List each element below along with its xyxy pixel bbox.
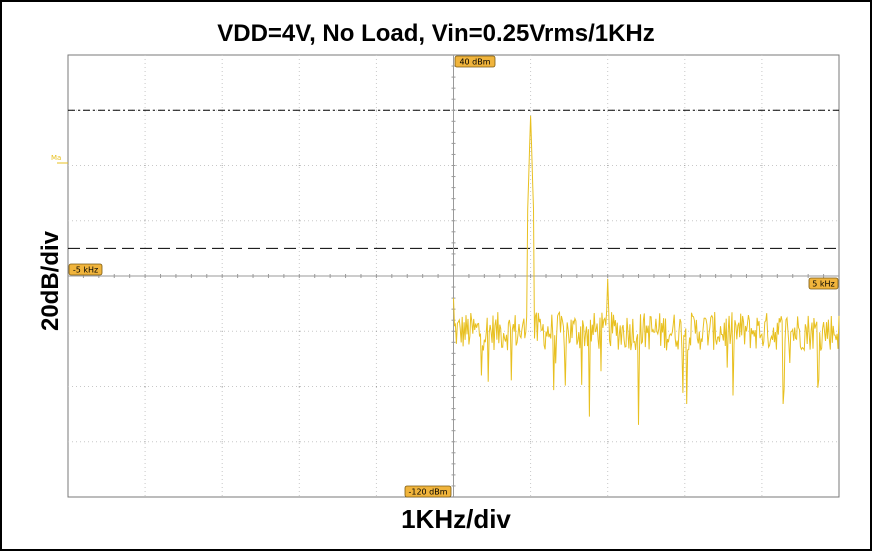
- right-freq-tag: 5 kHz: [808, 277, 839, 290]
- grid-dot: [530, 109, 532, 111]
- grid-dot: [375, 386, 377, 387]
- top-level-tag: 40 dBm: [454, 55, 496, 68]
- top-level-tag-box: [454, 55, 496, 68]
- left-freq-tag: -5 kHz: [68, 263, 103, 276]
- grid-dot: [684, 386, 686, 387]
- x-axis-label: 1KHz/div: [401, 504, 511, 534]
- grid-dot: [530, 220, 532, 222]
- grid-dot: [375, 165, 377, 166]
- left-freq-tag-text: -5 kHz: [73, 266, 98, 275]
- grid-dot: [530, 330, 532, 332]
- bottom-level-tag-text: -120 dBm: [408, 488, 447, 497]
- grid-dot: [375, 109, 377, 111]
- grid-dot: [144, 441, 146, 443]
- grid-dot: [298, 386, 300, 387]
- grid-dot: [375, 330, 377, 332]
- grid-dot: [221, 441, 223, 443]
- grid-dot: [375, 441, 377, 443]
- grid-dot: [607, 441, 609, 443]
- grid-dot: [761, 220, 763, 222]
- grid-dot: [530, 441, 532, 443]
- grid-dot: [144, 386, 146, 387]
- grid-dot: [375, 220, 377, 222]
- bottom-level-tag-box: [404, 485, 452, 498]
- grid-dot: [530, 165, 532, 166]
- grid-dot: [144, 330, 146, 332]
- grid-dot: [761, 165, 763, 166]
- grid-dot: [607, 220, 609, 222]
- grid-dot: [761, 441, 763, 443]
- grid-dot: [298, 330, 300, 332]
- grid-dot: [607, 165, 609, 166]
- grid-dot: [221, 330, 223, 332]
- grid-dot: [684, 165, 686, 166]
- grid-dot: [221, 386, 223, 387]
- grid-dot: [298, 165, 300, 166]
- grid-dot: [684, 330, 686, 332]
- right-freq-tag-text: 5 kHz: [812, 280, 834, 289]
- left-freq-tag-box: [68, 263, 103, 276]
- chart-title: VDD=4V, No Load, Vin=0.25Vrms/1KHz: [217, 20, 655, 47]
- center-axes: [68, 55, 839, 497]
- grid-dot: [144, 165, 146, 166]
- grid-dot: [530, 386, 532, 387]
- grid-dot: [221, 220, 223, 222]
- grid-dot: [684, 441, 686, 443]
- grid-dot: [684, 220, 686, 222]
- bottom-level-tag: -120 dBm: [404, 485, 452, 498]
- grid-dot: [761, 386, 763, 387]
- grid-dot: [761, 330, 763, 332]
- grid-dot: [298, 441, 300, 443]
- ma-marker-label: Ma: [51, 154, 61, 162]
- spectrum-trace: [453, 115, 840, 425]
- right-freq-tag-box: [808, 277, 839, 290]
- grid-dot: [607, 386, 609, 387]
- grid-dot: [298, 220, 300, 222]
- grid-dot: [221, 165, 223, 166]
- grid-dot: [144, 220, 146, 222]
- grid-dot: [607, 109, 609, 111]
- grid-dot: [607, 330, 609, 332]
- top-level-tag-text: 40 dBm: [459, 58, 490, 67]
